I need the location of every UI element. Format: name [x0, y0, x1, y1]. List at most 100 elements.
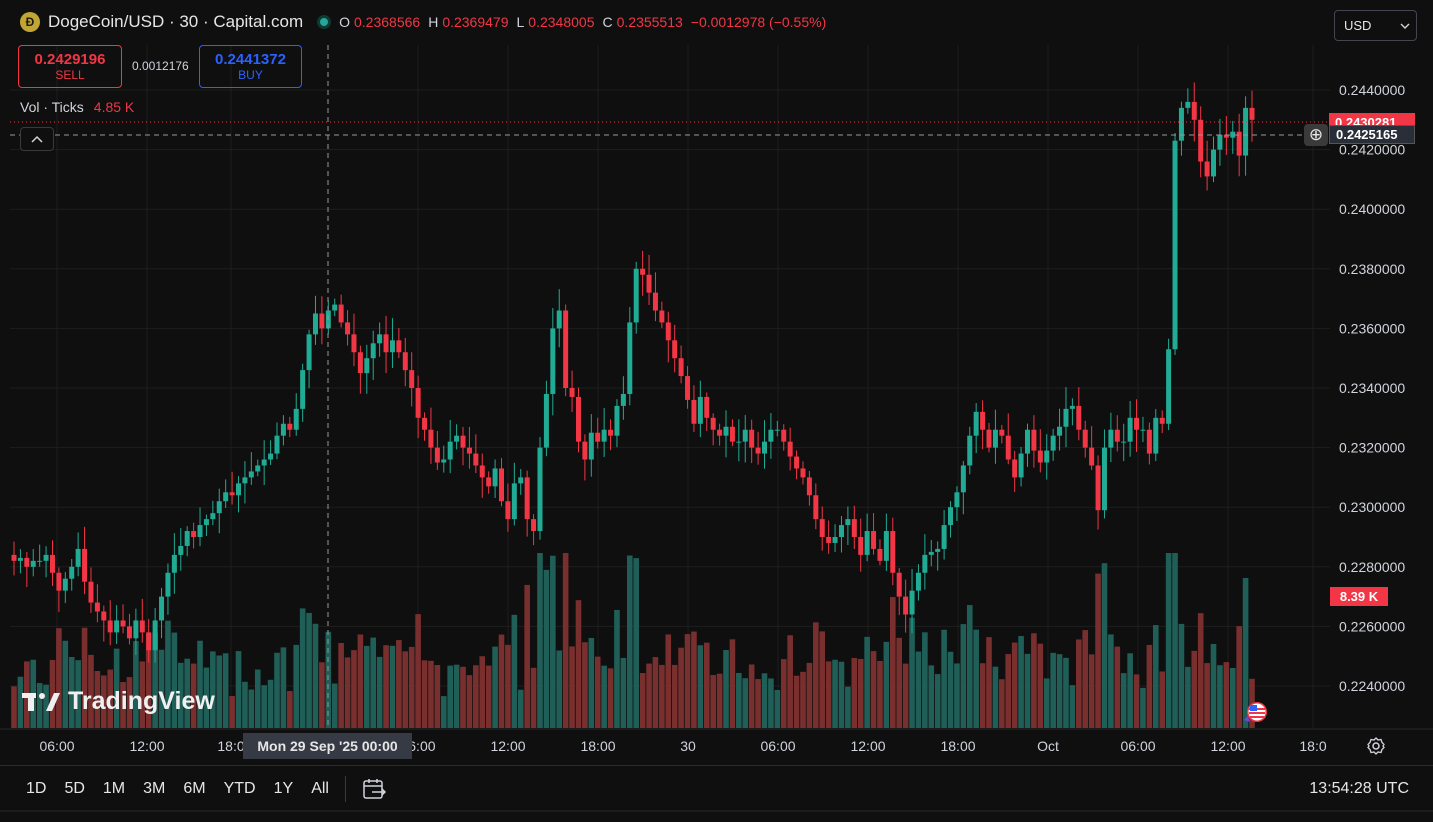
candle-body: [1249, 107, 1255, 120]
range-6m-button[interactable]: 6M: [183, 779, 206, 797]
buy-button[interactable]: 0.2441372 BUY: [199, 45, 302, 88]
candle-body: [601, 429, 607, 442]
volume-bar: [177, 662, 184, 728]
candle-body: [1230, 131, 1236, 138]
us-flag-icon[interactable]: [1242, 700, 1270, 724]
candle-body: [114, 620, 120, 633]
candle-body: [672, 340, 678, 359]
candle-body: [1185, 101, 1191, 108]
volume-bar: [248, 689, 255, 728]
volume-bar: [992, 666, 999, 728]
range-3m-button[interactable]: 3M: [143, 779, 166, 797]
candle-body: [428, 429, 434, 448]
candle-body: [1140, 429, 1146, 431]
volume-bar: [473, 665, 479, 728]
candle-body: [357, 352, 363, 374]
volume-bar: [1043, 678, 1050, 728]
candle-body: [1057, 426, 1063, 436]
volume-bar: [832, 659, 838, 728]
candle-body: [460, 435, 466, 448]
candle-body: [1166, 349, 1172, 424]
candle-body: [120, 620, 126, 627]
candle-body: [531, 519, 537, 532]
volume-bar: [684, 634, 691, 728]
volume-bar: [81, 627, 88, 728]
volume-bar: [421, 660, 428, 728]
candle-body: [838, 525, 844, 537]
range-1m-button[interactable]: 1M: [102, 779, 126, 797]
volume-bar: [845, 686, 851, 728]
volume-bar: [729, 639, 736, 728]
range-1d-button[interactable]: 1D: [26, 779, 47, 797]
gear-icon[interactable]: [1366, 736, 1386, 756]
volume-bar: [447, 665, 453, 728]
candle-body: [537, 447, 543, 532]
candle-body: [56, 572, 62, 591]
symbol-title[interactable]: DogeCoin/USD · 30 · Capital.com: [48, 12, 304, 31]
volume-bar: [851, 658, 858, 728]
volume-bar: [1140, 687, 1146, 728]
volume-bar: [216, 655, 223, 728]
chart-grid: [10, 45, 1330, 728]
candle-body: [454, 435, 460, 442]
range-all-button[interactable]: All: [311, 779, 329, 797]
toolbar-divider: [344, 775, 346, 802]
volume-bar: [152, 632, 158, 728]
currency-select[interactable]: USD: [1334, 10, 1417, 41]
volume-bar: [954, 663, 960, 728]
tradingview-logo-icon: [22, 692, 60, 711]
volume-bar: [312, 623, 319, 728]
candle-body: [697, 396, 703, 424]
candle-body: [1024, 429, 1030, 454]
utc-clock[interactable]: 13:54:28 UTC: [1309, 779, 1409, 797]
range-1y-button[interactable]: 1Y: [273, 779, 294, 797]
candle-body: [499, 468, 505, 502]
volume-bar: [973, 629, 979, 728]
volume-bar: [524, 584, 530, 728]
candle-body: [94, 602, 100, 612]
candle-body: [678, 358, 684, 377]
sell-button[interactable]: 0.2429196 SELL: [18, 45, 122, 88]
volume-bar: [511, 614, 518, 728]
candle-body: [287, 423, 293, 430]
candle-body: [1044, 450, 1050, 463]
range-ytd-button[interactable]: YTD: [223, 779, 256, 797]
volume-bar: [1050, 652, 1056, 728]
candle-body: [736, 441, 742, 443]
volume-bar: [569, 646, 575, 728]
volume-bar: [979, 663, 986, 728]
crosshair-overlay: [0, 45, 1433, 812]
candle-body: [1108, 429, 1114, 448]
volume-bar: [710, 675, 716, 728]
volume-bar: [748, 664, 755, 728]
candle-body: [883, 531, 889, 561]
candle-body: [159, 596, 165, 621]
volume-legend[interactable]: Vol · Ticks 4.85 K: [20, 99, 134, 115]
candle-body: [980, 411, 986, 430]
candle-body: [826, 537, 832, 543]
add-alert-button[interactable]: ⊕: [1304, 124, 1328, 146]
price-tick-label: 0.2440000: [1339, 82, 1405, 98]
candle-body: [184, 531, 190, 546]
time-tick-label: 18:00: [580, 738, 616, 754]
candle-body: [43, 554, 49, 561]
candle-body: [1121, 441, 1127, 443]
market-status-icon[interactable]: [317, 15, 332, 29]
volume-bar: [1217, 665, 1223, 728]
volume-bar: [1069, 685, 1076, 728]
volume-bar: [1018, 636, 1024, 728]
volume-bar: [813, 622, 819, 728]
candle-body: [787, 441, 793, 457]
candle-body: [761, 441, 767, 454]
calendar-range-icon[interactable]: [362, 777, 388, 801]
buy-label: BUY: [238, 68, 263, 82]
ohlc-close-value: 0.2355513: [616, 14, 683, 30]
candle-body: [1236, 131, 1242, 156]
volume-bar: [646, 663, 652, 728]
candle-body: [312, 313, 318, 335]
candle-body: [794, 456, 800, 469]
volume-bar: [402, 651, 409, 728]
range-5d-button[interactable]: 5D: [64, 779, 85, 797]
collapse-legend-button[interactable]: [20, 127, 54, 151]
